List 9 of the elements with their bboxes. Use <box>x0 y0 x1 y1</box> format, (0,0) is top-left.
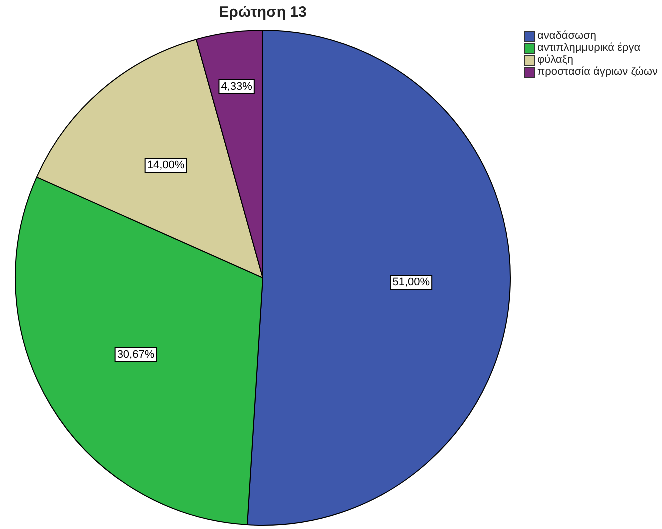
legend-label: φύλαξη <box>538 54 574 66</box>
legend-label: αντιπλημμυρικά έργα <box>538 42 641 54</box>
legend-label: αναδάσωση <box>538 30 597 42</box>
data-label: 51,00% <box>392 276 430 289</box>
legend-label: προστασία άγριων ζώων <box>538 66 658 78</box>
data-label: 4,33% <box>221 80 253 93</box>
data-label: 30,67% <box>117 348 155 361</box>
data-label: 14,00% <box>147 160 185 172</box>
chart-title: Ερώτηση 13 <box>218 4 308 21</box>
